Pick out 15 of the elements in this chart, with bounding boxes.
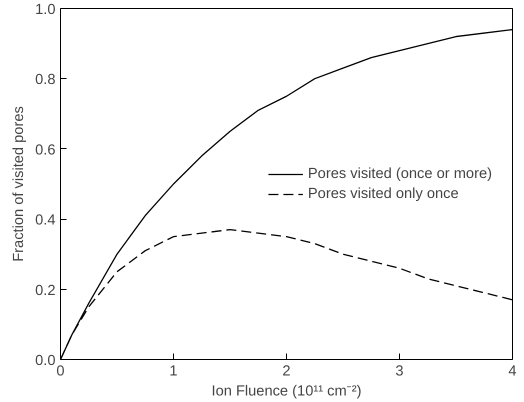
y-tick-label: 0.4 bbox=[35, 212, 56, 229]
y-tick-label: 0.6 bbox=[35, 142, 56, 158]
x-tick-label: 4 bbox=[508, 364, 517, 380]
y-tick-label: 1.0 bbox=[35, 2, 56, 18]
y-tick-label: 0.0 bbox=[35, 353, 56, 369]
x-tick-label: 1 bbox=[169, 364, 178, 380]
y-tick-label: 0.8 bbox=[35, 72, 56, 88]
legend-label: Pores visited only once bbox=[308, 186, 459, 202]
y-axis-title: Fraction of visited pores bbox=[11, 106, 28, 262]
x-tick-label: 0 bbox=[56, 364, 65, 380]
x-axis-title: Ion Fluence (10¹¹ cm⁻²) bbox=[212, 384, 362, 400]
x-tick-label: 3 bbox=[395, 364, 404, 380]
legend-label: Pores visited (once or more) bbox=[308, 166, 492, 182]
x-tick-label: 2 bbox=[282, 364, 291, 380]
y-tick-label: 0.2 bbox=[35, 282, 56, 299]
